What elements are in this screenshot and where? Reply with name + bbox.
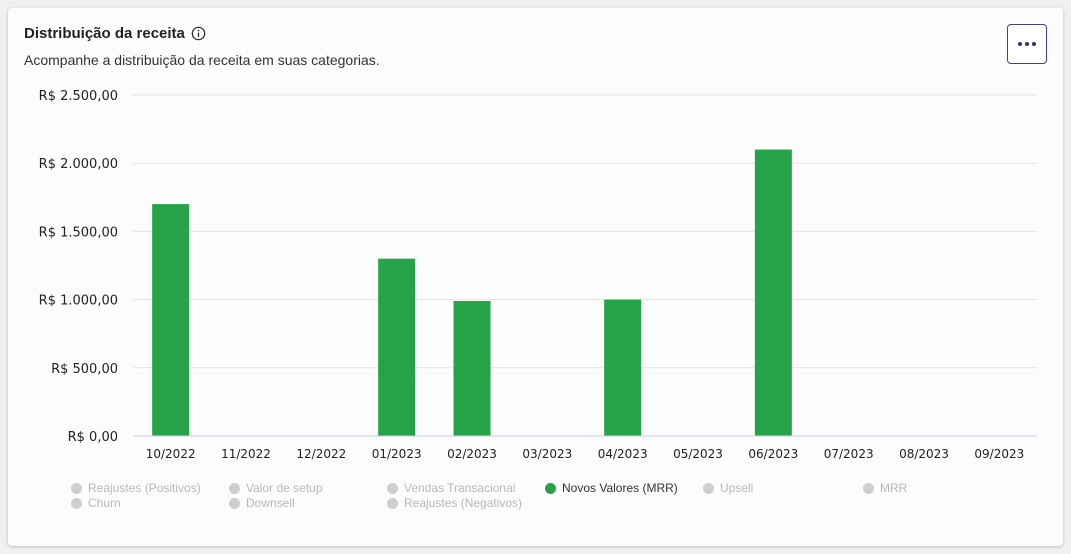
legend-dot-icon	[229, 482, 240, 494]
x-tick-label: 12/2022	[296, 447, 346, 461]
more-horizontal-icon	[1018, 42, 1036, 46]
x-tick-label: 01/2023	[372, 447, 422, 461]
legend-item[interactable]: Novos Valores (MRR)	[545, 481, 703, 495]
legend-dot-icon	[703, 482, 714, 494]
card-title: Distribuição da receita	[24, 25, 206, 42]
bar[interactable]	[378, 258, 416, 436]
y-tick-label: R$ 1.500,00	[39, 225, 118, 240]
legend-item[interactable]: Vendas Transacional	[387, 481, 545, 495]
legend-label: Churn	[88, 496, 121, 510]
y-tick-label: R$ 1.000,00	[39, 294, 118, 309]
revenue-bar-chart: R$ 0,00 R$ 500,00 R$ 1.000,00 R$ 1.500,00 R$…	[39, 89, 1037, 461]
legend-label: Reajustes (Negativos)	[404, 496, 523, 510]
more-options-button[interactable]	[1007, 24, 1047, 64]
legend-label: Reajustes (Positivos)	[88, 481, 201, 495]
legend-label: Valor de setup	[246, 481, 323, 495]
legend-dot-icon	[71, 482, 82, 494]
revenue-distribution-card: Distribuição da receita Acompanhe a dist…	[8, 8, 1063, 546]
legend-item[interactable]: Reajustes (Negativos)	[387, 496, 545, 510]
legend-item[interactable]: Churn	[71, 496, 229, 510]
legend-label: Novos Valores (MRR)	[562, 481, 678, 495]
bars	[152, 149, 792, 436]
x-tick-label: 03/2023	[522, 447, 572, 461]
y-tick-label: R$ 2.500,00	[39, 89, 118, 104]
card-title-text: Distribuição da receita	[24, 25, 185, 42]
x-tick-label: 06/2023	[748, 447, 798, 461]
x-tick-label: 05/2023	[673, 447, 723, 461]
legend-label: Upsell	[720, 481, 754, 495]
chart-legend: Reajustes (Positivos) Valor de setup Venda…	[71, 481, 1031, 510]
x-tick-label: 11/2022	[221, 447, 271, 461]
bar[interactable]	[152, 204, 190, 436]
grid-lines	[133, 94, 1037, 369]
x-tick-label: 08/2023	[899, 447, 949, 461]
x-tick-label: 10/2022	[146, 447, 196, 461]
legend-item[interactable]: MRR	[863, 481, 993, 495]
y-tick-label: R$ 0,00	[68, 430, 118, 445]
legend-item[interactable]: Valor de setup	[229, 481, 387, 495]
axis: R$ 0,00 R$ 500,00 R$ 1.000,00 R$ 1.500,00 R$…	[39, 89, 1037, 461]
x-tick-label: 09/2023	[974, 447, 1024, 461]
card-subtitle: Acompanhe a distribuição da receita em s…	[24, 52, 380, 68]
legend-item[interactable]: Downsell	[229, 496, 387, 510]
y-tick-label: R$ 2.000,00	[39, 157, 118, 172]
y-tick-label: R$ 500,00	[51, 362, 118, 377]
x-tick-label: 02/2023	[447, 447, 497, 461]
legend-item[interactable]: Upsell	[703, 481, 863, 495]
bar[interactable]	[604, 299, 642, 436]
legend-label: Downsell	[246, 496, 295, 510]
legend-dot-icon	[387, 482, 398, 494]
legend-item[interactable]: Reajustes (Positivos)	[71, 481, 229, 495]
x-tick-label: 04/2023	[598, 447, 648, 461]
legend-dot-icon	[229, 497, 240, 509]
bar[interactable]	[754, 149, 792, 436]
legend-dot-icon	[71, 497, 82, 509]
x-tick-label: 07/2023	[824, 447, 874, 461]
bar[interactable]	[453, 300, 491, 436]
info-icon[interactable]	[191, 26, 206, 41]
legend-label: Vendas Transacional	[404, 481, 516, 495]
legend-label: MRR	[880, 481, 908, 495]
legend-dot-icon	[545, 482, 556, 494]
legend-dot-icon	[863, 482, 874, 494]
legend-dot-icon	[387, 497, 398, 509]
